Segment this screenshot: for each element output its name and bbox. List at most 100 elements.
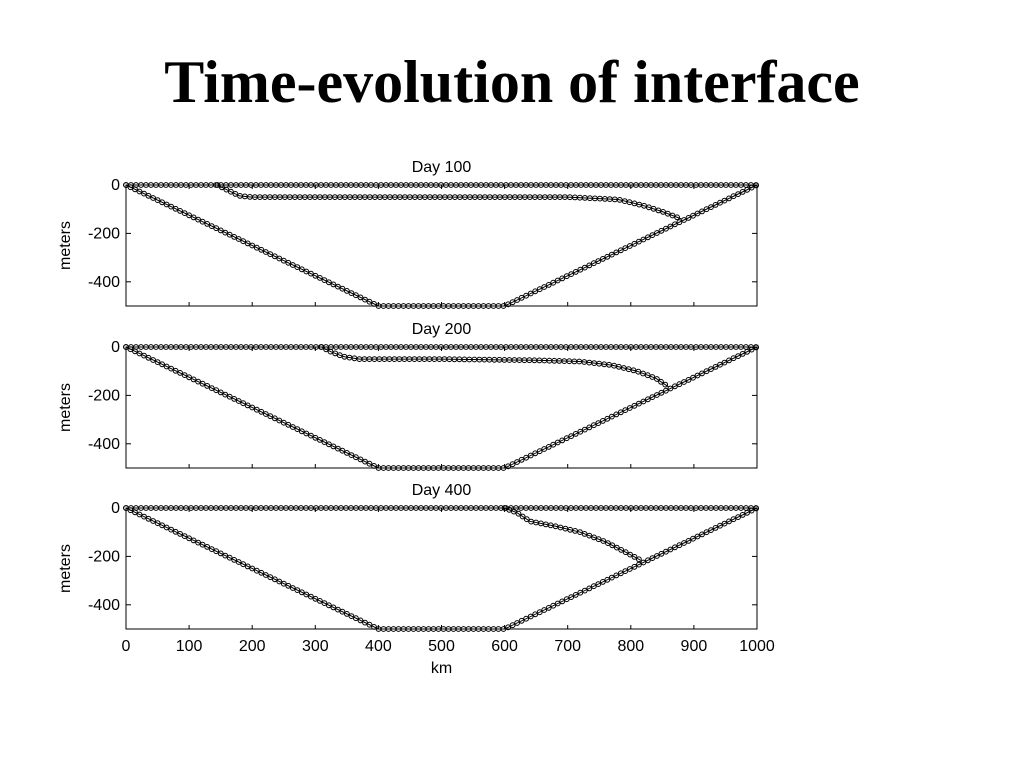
data-point (712, 364, 719, 370)
data-point (362, 619, 368, 626)
data-point (303, 268, 310, 275)
data-point (667, 223, 674, 230)
data-point (753, 344, 759, 351)
data-point (353, 292, 359, 299)
chart-panel-3: Day 400 0 -200 -400 meters 0 100 200 300 400 500 60… (57, 482, 775, 677)
data-point (159, 361, 166, 368)
data-point (163, 524, 170, 531)
series-line (217, 184, 682, 220)
data-point (676, 219, 683, 226)
data-point (518, 294, 525, 301)
data-point (658, 378, 664, 385)
data-point (208, 546, 215, 552)
data-point (186, 535, 193, 542)
data-point (658, 227, 665, 234)
data-point (676, 381, 683, 388)
series-3 (501, 505, 642, 563)
data-point (249, 242, 256, 249)
data-point (344, 450, 350, 456)
data-point (199, 380, 206, 387)
data-point (262, 572, 269, 578)
data-point (132, 348, 138, 355)
data-point (190, 214, 197, 221)
data-point (326, 441, 332, 448)
data-point (568, 271, 575, 278)
data-point (303, 430, 310, 437)
data-point (717, 199, 723, 206)
data-point (640, 559, 647, 566)
data-point (590, 583, 597, 590)
data-point (323, 346, 330, 353)
data-point (581, 426, 588, 433)
data-point (339, 285, 346, 292)
data-point (335, 283, 341, 290)
data-point (581, 587, 588, 594)
data-point (145, 192, 152, 199)
data-point (649, 394, 656, 401)
data-point (505, 463, 512, 470)
data-point (327, 348, 334, 355)
data-point (744, 348, 750, 355)
data-point (141, 190, 147, 197)
data-point (509, 299, 516, 306)
data-point (186, 212, 193, 219)
data-point (289, 585, 296, 591)
data-point (636, 556, 642, 563)
data-point (649, 555, 656, 561)
data-point (172, 528, 179, 535)
data-point (631, 554, 638, 560)
data-point (699, 370, 705, 377)
data-point (150, 357, 157, 363)
data-point (645, 234, 651, 241)
data-point (631, 402, 638, 409)
plot-frame (125, 184, 758, 307)
data-point (348, 290, 355, 297)
data-point (231, 234, 238, 240)
x-tick-label: 900 (681, 638, 708, 655)
data-point (285, 259, 292, 266)
data-point (663, 548, 669, 555)
data-point (181, 210, 188, 217)
data-point (195, 539, 202, 546)
data-point (141, 513, 147, 520)
data-point (127, 507, 134, 514)
data-point (708, 527, 714, 533)
y-tick-label: 0 (111, 177, 120, 194)
data-point (523, 292, 529, 299)
data-point (545, 282, 552, 288)
series-2 (123, 182, 759, 309)
data-point (154, 359, 161, 366)
data-point (590, 260, 597, 267)
data-point (123, 182, 129, 188)
data-point (339, 608, 346, 615)
data-point (267, 413, 274, 420)
data-point (214, 182, 221, 188)
series-3 (318, 344, 669, 388)
data-point (586, 532, 593, 539)
y-axis-label: meters (57, 544, 74, 593)
data-point (326, 602, 332, 609)
data-point (136, 188, 143, 195)
data-point (186, 374, 193, 381)
x-tick-label: 0 (122, 638, 131, 655)
data-point (744, 509, 750, 516)
x-tick-label: 300 (302, 638, 329, 655)
data-point (654, 230, 660, 236)
data-point (604, 415, 611, 422)
data-point (226, 393, 233, 400)
data-point (298, 428, 305, 435)
y-tick-label: -400 (88, 436, 120, 453)
data-point (712, 525, 719, 531)
data-point (294, 264, 301, 271)
data-point (627, 551, 633, 558)
data-point (353, 454, 359, 461)
data-point (190, 537, 197, 544)
data-point (136, 350, 143, 357)
data-point (366, 298, 373, 305)
data-point (199, 218, 206, 225)
data-point (685, 377, 692, 383)
data-point (660, 209, 666, 215)
data-point (577, 589, 584, 596)
data-point (608, 413, 615, 420)
